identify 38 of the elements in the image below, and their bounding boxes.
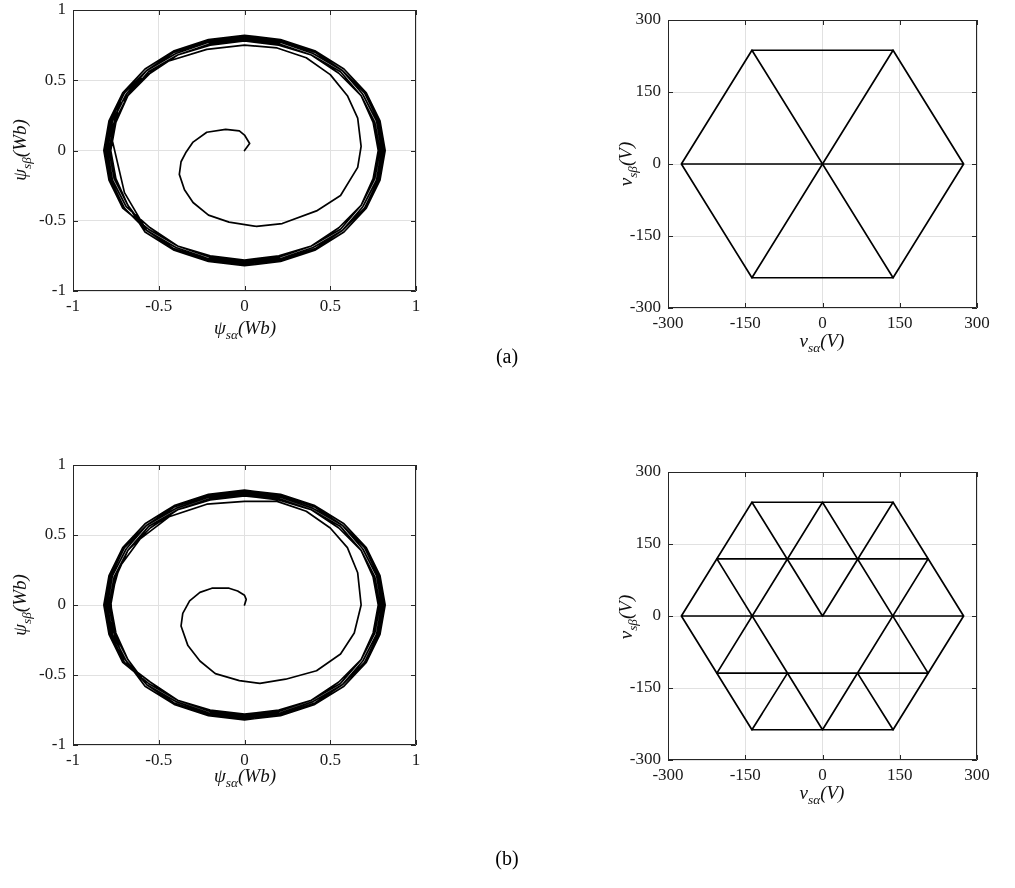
x-tick-label: 0 bbox=[818, 764, 827, 784]
x-axis-title: ψ$_{sα}$(Wb) bbox=[214, 317, 276, 343]
y-tick-label: 150 bbox=[635, 533, 661, 553]
x-tick-label: -150 bbox=[729, 764, 761, 784]
x-tick-label: -150 bbox=[729, 312, 761, 332]
x-tick-label: 300 bbox=[964, 312, 990, 332]
y-tick-label: 0 bbox=[652, 153, 661, 173]
y-tick-label: 0 bbox=[57, 139, 66, 159]
y-tick-label: 0 bbox=[652, 605, 661, 625]
y-tick-label: -1 bbox=[51, 280, 66, 300]
x-tick-label: 0 bbox=[818, 312, 827, 332]
x-tick-label: -0.5 bbox=[145, 749, 173, 769]
x-tick-label: 1 bbox=[411, 295, 421, 315]
y-tick-label: -150 bbox=[629, 677, 661, 697]
text: (a) bbox=[495, 345, 519, 367]
y-tick-label: 300 bbox=[635, 461, 661, 481]
y-tick-label: -150 bbox=[629, 225, 661, 245]
y-tick-label: 0.5 bbox=[44, 524, 66, 544]
x-axis-title: v$_{sα}$(V) bbox=[799, 782, 845, 808]
text: (b) bbox=[495, 847, 519, 869]
x-tick-label: 150 bbox=[887, 312, 913, 332]
x-tick-label: 0.5 bbox=[319, 295, 341, 315]
x-tick-label: -0.5 bbox=[145, 295, 173, 315]
x-tick-label: 0 bbox=[240, 295, 249, 315]
x-tick-label: 0.5 bbox=[319, 749, 341, 769]
x-tick-label: 300 bbox=[964, 764, 990, 784]
y-tick-label: 150 bbox=[635, 81, 661, 101]
y-tick-label: 300 bbox=[635, 9, 661, 29]
y-tick-label: -1 bbox=[51, 734, 66, 754]
y-tick-label: -0.5 bbox=[39, 664, 66, 684]
y-tick-label: -0.5 bbox=[39, 210, 66, 230]
x-axis-title: v$_{sα}$(V) bbox=[799, 330, 845, 356]
y-tick-label: 0.5 bbox=[44, 69, 66, 89]
x-tick-label: 1 bbox=[411, 749, 421, 769]
y-tick-label: 1 bbox=[57, 454, 66, 474]
x-tick-label: 150 bbox=[887, 764, 913, 784]
y-tick-label: 1 bbox=[57, 0, 66, 19]
y-tick-label: 0 bbox=[57, 594, 66, 614]
